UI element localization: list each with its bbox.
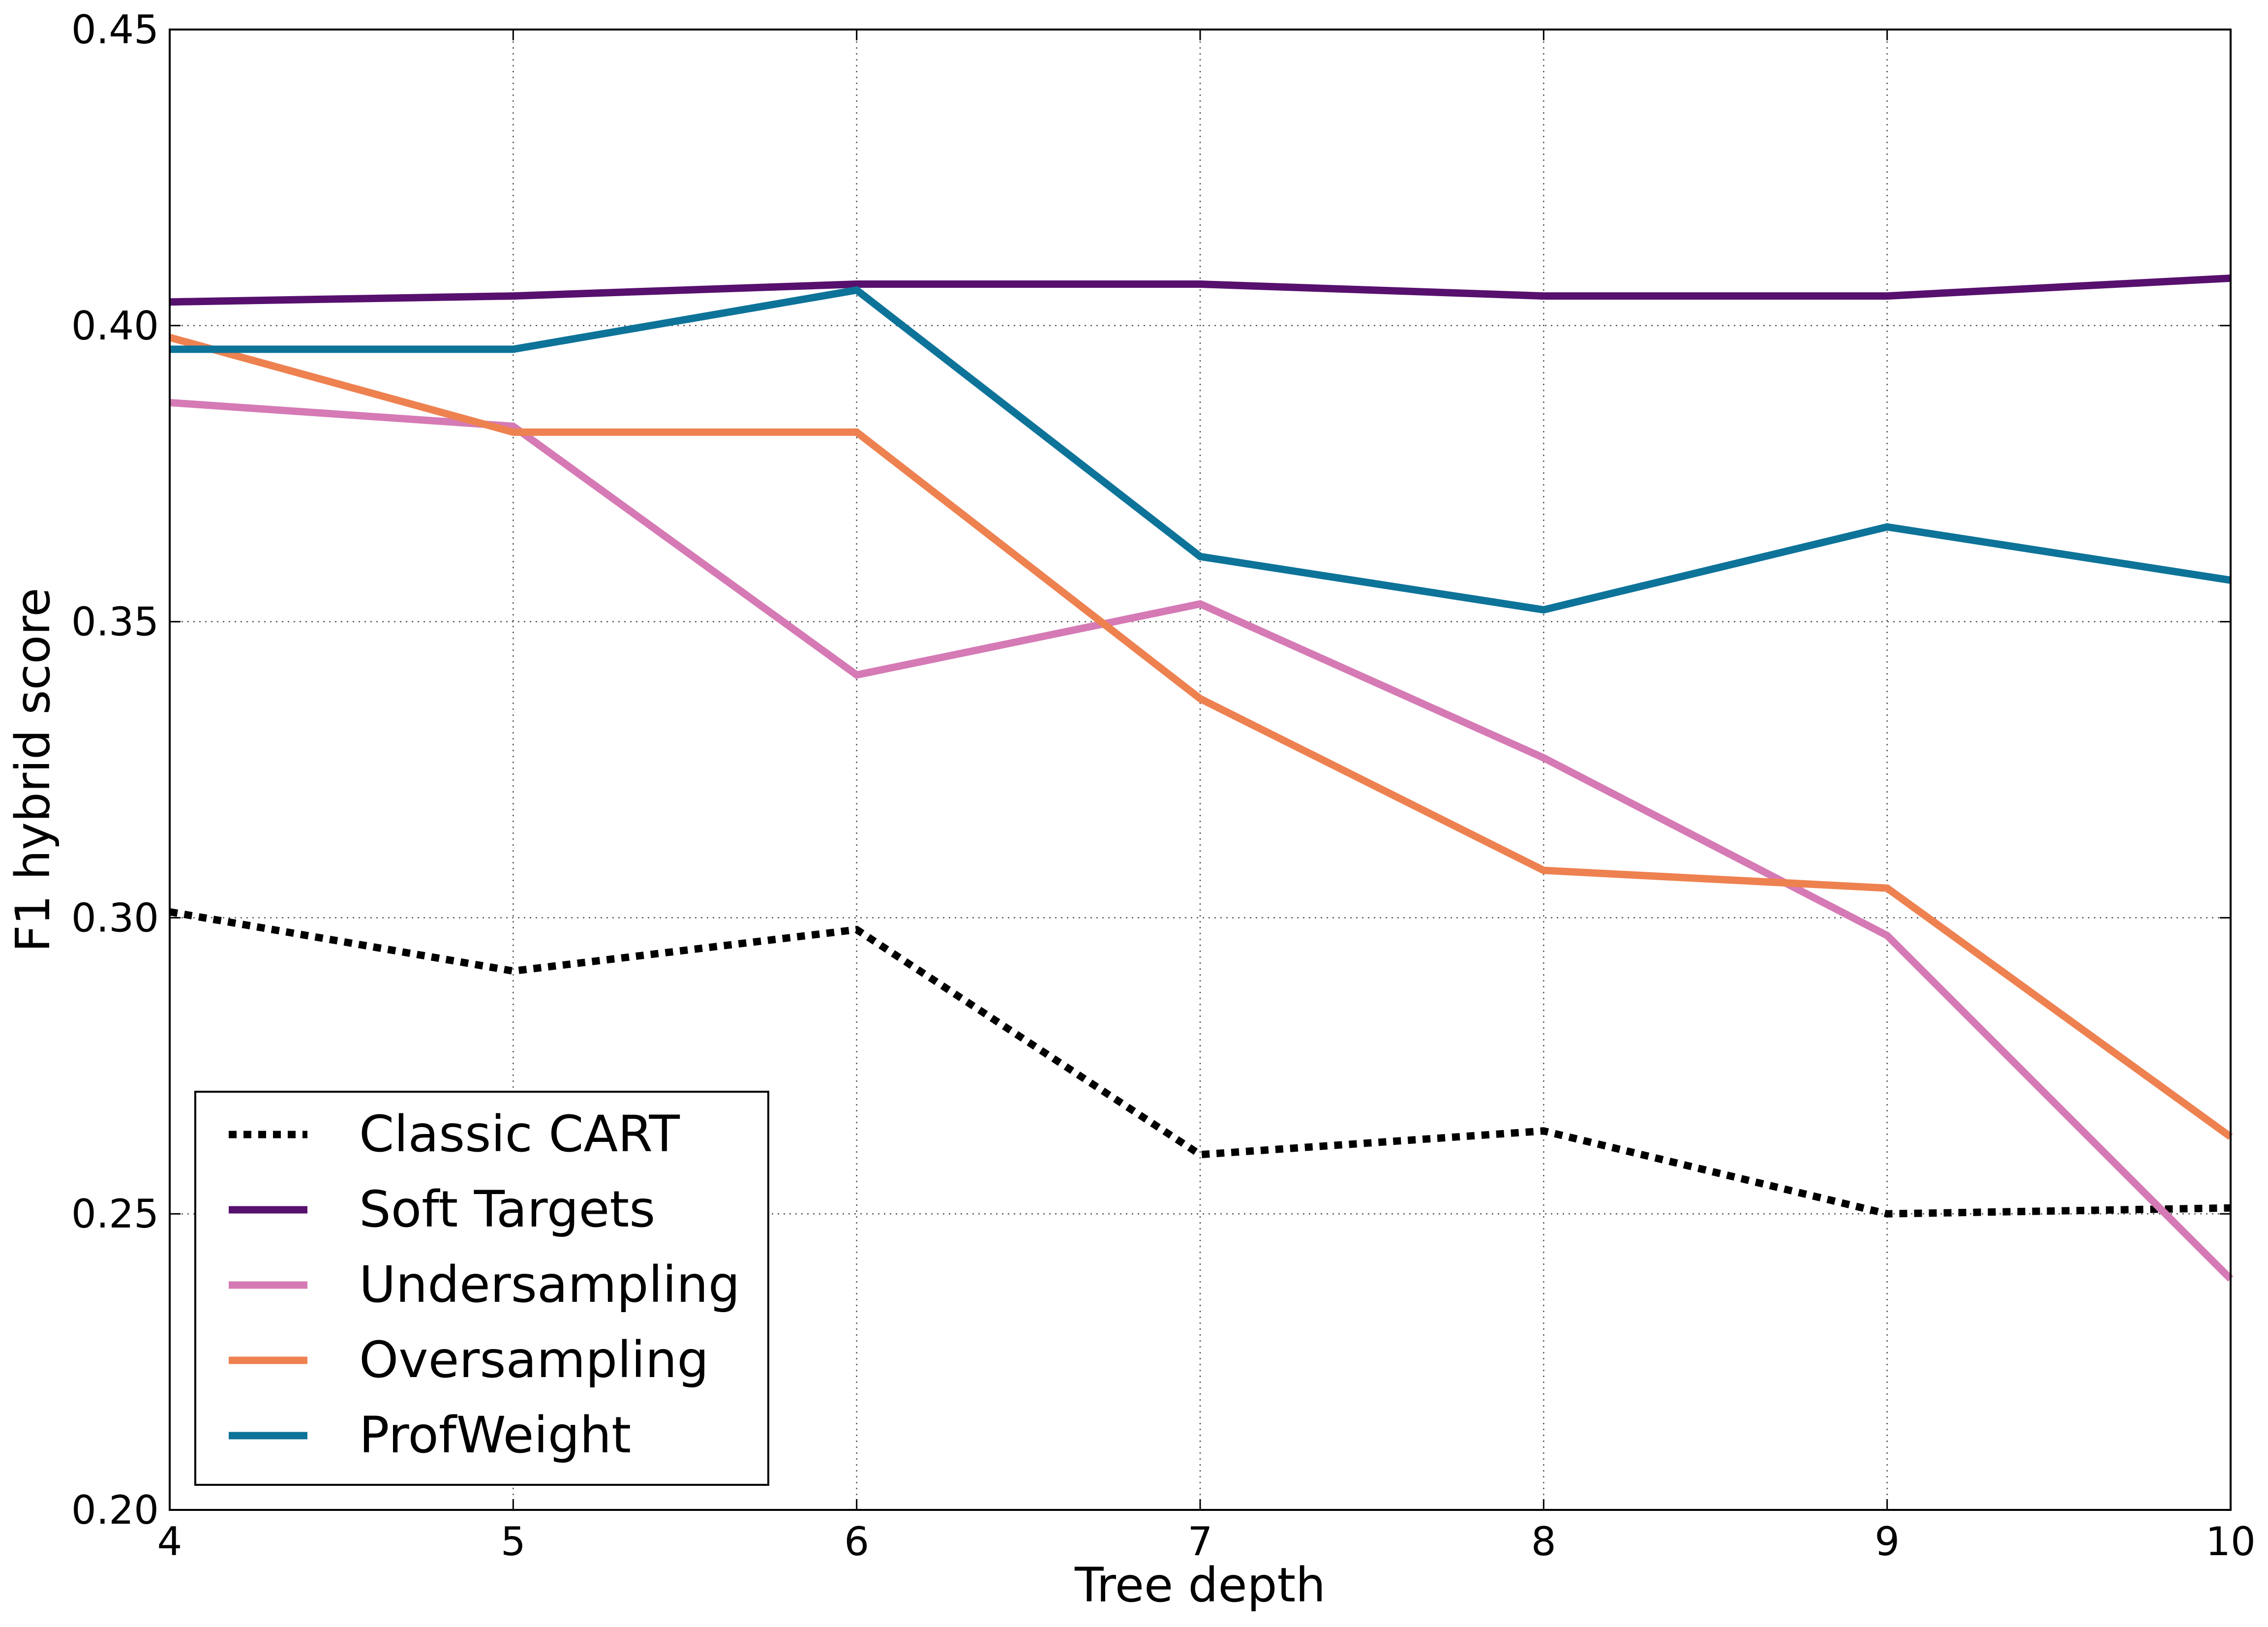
y-tick-label: 0.20 [71,1487,159,1533]
series-line-undersampling [169,399,2234,1282]
legend-label-profweight: ProfWeight [359,1406,631,1465]
legend-label-oversampling: Oversampling [359,1331,709,1389]
series-line-classic-cart [169,908,2231,1218]
legend-label-undersampling: Undersampling [359,1256,740,1314]
y-axis-label: F1 hybrid score [5,588,60,952]
series-line-soft-targets [169,275,2231,306]
series-line-oversampling [169,334,2233,1140]
axis-ticks: 4 5 6 7 8 9 10 0.20 0.25 0.30 0.35 0.40 0.45 [71,7,2256,1565]
legend-label-classic-cart: Classic CART [359,1105,680,1164]
y-tick-label: 0.45 [71,7,159,53]
x-tick-label: 6 [844,1519,869,1565]
x-tick-label: 10 [2206,1519,2256,1565]
y-tick-label: 0.40 [71,303,159,349]
series-line-profweight [170,286,2232,614]
legend-label-soft-targets: Soft Targets [359,1180,655,1239]
x-tick-label: 7 [1188,1519,1213,1565]
x-tick-label: 9 [1875,1519,1900,1565]
x-axis-label: Tree depth [1074,1558,1326,1613]
legend: Classic CART Soft Targets Undersampling Ove… [194,1091,769,1486]
series-layer [169,275,2234,1282]
y-tick-label: 0.25 [71,1191,159,1237]
y-tick-label: 0.30 [71,895,159,941]
x-tick-label: 4 [157,1519,182,1565]
y-tick-label: 0.35 [71,599,159,645]
x-tick-label: 8 [1531,1519,1556,1565]
x-tick-label: 5 [501,1519,526,1565]
